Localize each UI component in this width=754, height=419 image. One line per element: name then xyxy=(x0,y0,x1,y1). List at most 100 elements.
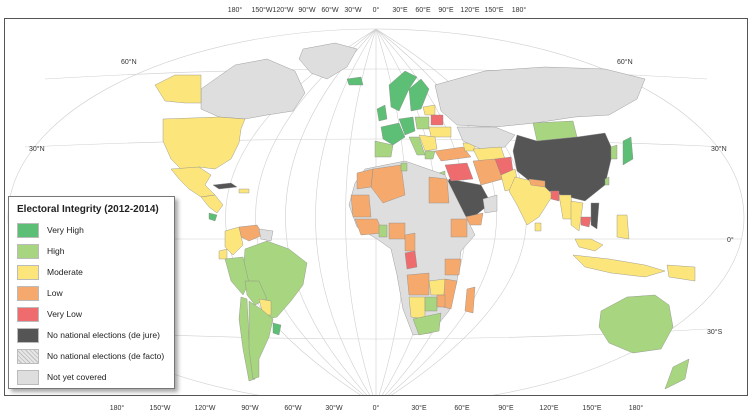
congo xyxy=(404,250,418,270)
russia xyxy=(434,66,646,128)
top-longitude-label: 180° xyxy=(511,7,527,14)
australia xyxy=(598,294,674,354)
namibia xyxy=(408,296,426,320)
colombia xyxy=(224,226,244,256)
tanzania xyxy=(444,258,462,276)
legend-label: High xyxy=(47,246,65,256)
top-longitude-label: 120°W xyxy=(272,7,294,14)
thailand xyxy=(570,200,584,232)
iceland xyxy=(346,76,364,86)
mexico xyxy=(170,166,216,198)
guianas xyxy=(258,228,274,242)
turkey xyxy=(434,146,472,162)
cambodia xyxy=(580,216,592,228)
bottom-longitude-label: 60°W xyxy=(284,405,302,412)
png xyxy=(666,264,696,282)
sweden-finland xyxy=(408,78,430,112)
ukraine xyxy=(428,126,452,138)
japan xyxy=(622,136,634,166)
france xyxy=(380,122,406,146)
tunisia xyxy=(400,162,408,172)
top-longitude-label: 180° xyxy=(227,7,243,14)
syria-iraq xyxy=(444,162,474,182)
legend-item-very-low: Very Low xyxy=(17,307,172,322)
central-america xyxy=(200,194,224,214)
top-longitude-label: 60°E xyxy=(415,7,431,14)
balkans xyxy=(418,134,438,152)
malaysia xyxy=(574,238,604,252)
argentina xyxy=(248,300,274,380)
bottom-longitude-label: 90°E xyxy=(498,405,514,412)
top-longitude-label: 30°W xyxy=(344,7,362,14)
nepal xyxy=(528,178,546,188)
legend-swatch-moderate xyxy=(17,265,39,280)
bottom-longitude-label: 120°W xyxy=(194,405,216,412)
legend-swatch-very-high xyxy=(17,223,39,238)
new-zealand xyxy=(664,358,690,390)
uruguay xyxy=(272,322,282,336)
angola xyxy=(406,272,430,296)
greenland xyxy=(298,42,358,80)
right-latitude-label: 0° xyxy=(727,237,734,244)
bottom-longitude-label: 150°W xyxy=(149,405,171,412)
top-longitude-label: 30°E xyxy=(392,7,408,14)
legend-label: No national elections (de facto) xyxy=(47,351,165,361)
left-latitude-label: 60°N xyxy=(121,59,137,66)
bottom-longitude-label: 150°E xyxy=(582,405,602,412)
map-frame: 60°N30°N0°60°N30°N0°30°S xyxy=(4,18,748,396)
botswana xyxy=(424,296,438,312)
right-latitude-label: 60°N xyxy=(617,59,633,66)
costa-rica xyxy=(208,212,218,222)
ghana xyxy=(378,224,388,238)
oman xyxy=(482,194,498,214)
bangladesh xyxy=(550,190,560,202)
ethiopia xyxy=(450,218,468,238)
legend-item-very-high: Very High xyxy=(17,223,172,238)
bottom-longitude-label: 30°E xyxy=(411,405,427,412)
poland xyxy=(414,116,430,130)
right-latitude-label: 30°S xyxy=(707,329,723,336)
cameroon xyxy=(404,232,416,252)
legend-swatch-high xyxy=(17,244,39,259)
legend-swatch-very-low xyxy=(17,307,39,322)
top-longitude-label: 120°E xyxy=(460,7,480,14)
bottom-longitude-label: 180° xyxy=(109,405,125,412)
legend-swatch-low xyxy=(17,286,39,301)
legend-swatch-no-elections-de-jure xyxy=(17,328,39,343)
legend-item-not-yet-covered: Not yet covered xyxy=(17,370,172,385)
bottom-longitude-label: 60°E xyxy=(454,405,470,412)
sri-lanka xyxy=(534,222,542,232)
madagascar xyxy=(464,286,476,314)
legend-item-no-elections-de-facto: No national elections (de facto) xyxy=(17,349,172,364)
bottom-longitude-label: 180° xyxy=(628,405,644,412)
venezuela xyxy=(238,224,264,242)
bottom-longitude-label: 0° xyxy=(372,405,380,412)
ecuador xyxy=(218,248,228,260)
taiwan xyxy=(604,176,610,186)
greece xyxy=(424,150,436,160)
top-longitude-label: 60°W xyxy=(321,7,339,14)
left-latitude-label: 30°N xyxy=(29,146,45,153)
legend-label: Low xyxy=(47,288,63,298)
legend-label: Very High xyxy=(47,225,84,235)
zimbabwe xyxy=(436,294,446,308)
morocco xyxy=(356,168,374,190)
top-longitude-label: 150°W xyxy=(251,7,273,14)
indonesia xyxy=(572,254,666,278)
vietnam xyxy=(590,202,600,230)
land xyxy=(154,42,696,390)
alaska xyxy=(154,74,202,104)
legend-swatch-not-yet-covered xyxy=(17,370,39,385)
legend-item-moderate: Moderate xyxy=(17,265,172,280)
mauritania xyxy=(350,194,372,218)
egypt xyxy=(428,176,450,204)
caribbean xyxy=(238,188,250,194)
top-longitude-label: 150°E xyxy=(484,7,504,14)
legend-swatch-no-elections-de-facto xyxy=(17,349,39,364)
uk xyxy=(376,104,388,122)
legend-label: Very Low xyxy=(47,309,82,319)
legend-item-no-elections-de-jure: No national elections (de jure) xyxy=(17,328,172,343)
south-africa xyxy=(412,312,442,336)
usa xyxy=(162,116,246,172)
belarus xyxy=(430,114,444,126)
